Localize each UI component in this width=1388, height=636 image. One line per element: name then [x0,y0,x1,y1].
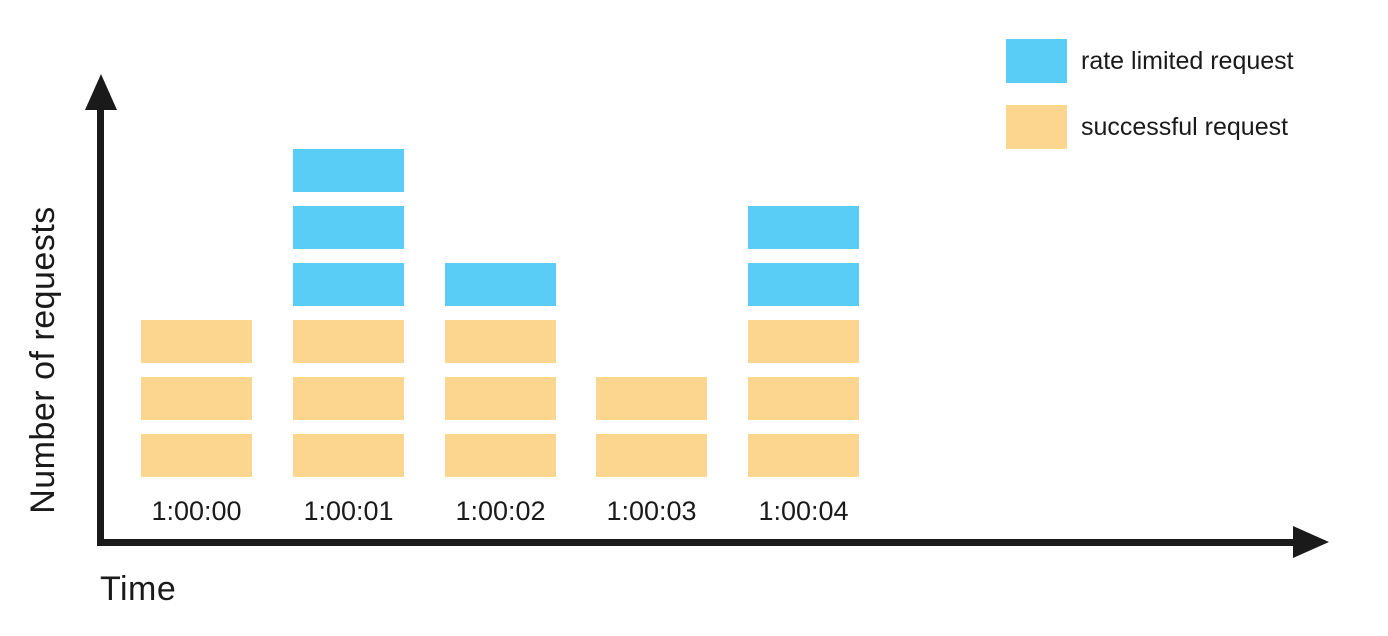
bar-segment [596,434,707,477]
bar-segment [748,320,859,363]
bar-segment [445,434,556,477]
legend: rate limited request successful request [1006,39,1294,149]
y-axis-title: Number of requests [24,206,62,514]
legend-label-successful: successful request [1081,112,1289,141]
bar-segment [748,434,859,477]
bar-segment [445,320,556,363]
x-tick-label: 1:00:01 [303,496,394,526]
bar-segment [293,377,404,420]
bar-segment [445,377,556,420]
legend-swatch-rate-limited-icon [1006,39,1067,83]
x-axis-arrowhead-icon [1293,526,1329,558]
bar-segment [293,206,404,249]
bar-segment [596,377,707,420]
bar-segment [748,206,859,249]
x-tick-label: 1:00:03 [606,496,697,526]
bar-segment [141,320,252,363]
legend-item-rate-limited: rate limited request [1006,39,1294,83]
legend-label-rate-limited: rate limited request [1081,46,1294,75]
bar-segment [748,263,859,306]
bar-segment [445,263,556,306]
x-axis-line [97,539,1296,546]
x-tick-label: 1:00:04 [758,496,849,526]
legend-swatch-successful-icon [1006,105,1067,149]
bar-segment [141,434,252,477]
bar-segment [141,377,252,420]
bar-segment [748,377,859,420]
x-axis-title: Time [100,570,177,608]
bar-segment [293,320,404,363]
y-axis-arrowhead-icon [85,74,117,110]
bar-segment [293,263,404,306]
y-axis-line [97,98,104,546]
legend-item-successful: successful request [1006,105,1294,149]
x-tick-label: 1:00:00 [151,496,242,526]
bar-segment [293,149,404,192]
bar-segment [293,434,404,477]
x-tick-label: 1:00:02 [455,496,546,526]
